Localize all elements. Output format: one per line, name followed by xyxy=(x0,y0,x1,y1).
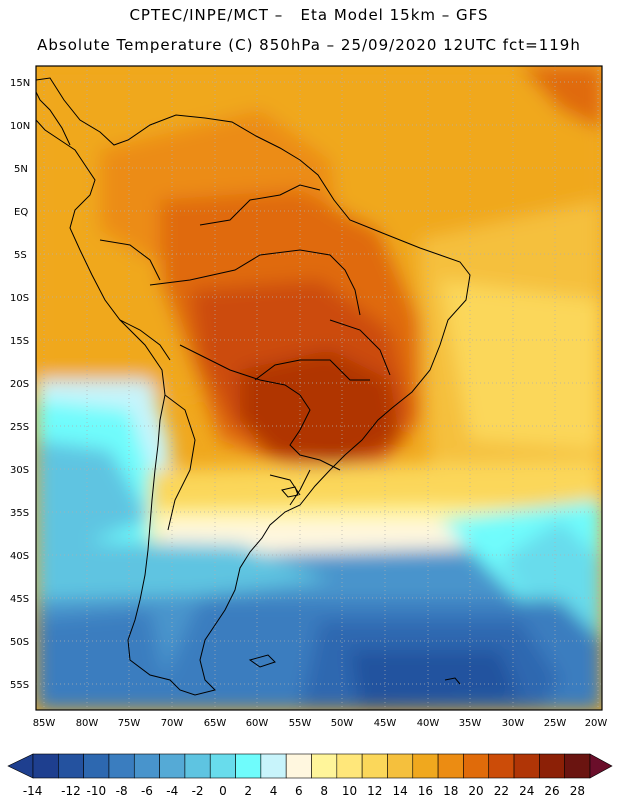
legend-min-arrow xyxy=(7,753,34,779)
legend-swatch xyxy=(159,753,186,779)
lat-label: 25S xyxy=(10,422,29,433)
legend-swatch xyxy=(564,753,591,779)
lon-label: 30W xyxy=(502,718,525,729)
chart-title-line-2: Absolute Temperature (C) 850hPa – 25/09/… xyxy=(37,36,581,54)
legend-label: 14 xyxy=(392,784,407,798)
legend-label: 24 xyxy=(519,784,534,798)
lon-label: 85W xyxy=(33,718,56,729)
longitude-axis: 85W 80W 75W 70W 65W 60W 55W 50W 45W 40W … xyxy=(33,718,608,729)
legend-swatch xyxy=(260,753,287,779)
legend-label: 28 xyxy=(570,784,585,798)
lon-label: 60W xyxy=(246,718,269,729)
legend-max-arrow xyxy=(589,753,613,779)
legend-swatch xyxy=(412,753,439,779)
legend-label: 22 xyxy=(494,784,509,798)
temperature-field xyxy=(36,66,602,710)
legend-swatch xyxy=(488,753,515,779)
legend-label: -6 xyxy=(141,784,153,798)
legend-swatch xyxy=(83,753,110,779)
latitude-axis: 15N 10N 5N EQ 5S 10S 15S 20S 25S 30S 35S… xyxy=(10,78,30,691)
map-frame xyxy=(35,65,603,711)
legend-swatch xyxy=(108,753,135,779)
legend-swatch xyxy=(387,753,414,779)
lat-label: 15N xyxy=(10,78,30,89)
lat-label: 30S xyxy=(10,465,29,476)
legend-swatch xyxy=(336,753,363,779)
legend-label: -10 xyxy=(86,784,106,798)
lat-label: 20S xyxy=(10,379,29,390)
lat-label: 40S xyxy=(10,551,29,562)
legend-swatch xyxy=(311,753,338,779)
lon-label: 45W xyxy=(374,718,397,729)
lon-label: 35W xyxy=(459,718,482,729)
lat-label: 15S xyxy=(10,336,29,347)
legend-label: 18 xyxy=(443,784,458,798)
legend-label: -8 xyxy=(116,784,128,798)
lon-label: 80W xyxy=(76,718,99,729)
lon-label: 65W xyxy=(204,718,227,729)
lat-label: 10N xyxy=(10,121,30,132)
legend-swatch xyxy=(285,753,312,779)
lat-label: 50S xyxy=(10,637,29,648)
lat-label: 55S xyxy=(10,680,29,691)
lat-label: EQ xyxy=(14,207,28,218)
lat-label: 35S xyxy=(10,508,29,519)
legend-label: 2 xyxy=(244,784,252,798)
legend-swatch xyxy=(437,753,464,779)
legend-label: -4 xyxy=(166,784,178,798)
legend-label: 20 xyxy=(468,784,483,798)
legend-swatch xyxy=(361,753,388,779)
lat-label: 5S xyxy=(14,250,27,261)
legend-label: -12 xyxy=(61,784,81,798)
color-legend: -14 -12 -10 -8 -6 -4 -2 0 2 4 6 8 10 12 14 16 18 20 22 24 26… xyxy=(7,753,613,798)
legend-swatch xyxy=(463,753,490,779)
lon-label: 50W xyxy=(331,718,354,729)
legend-swatch xyxy=(235,753,262,779)
lat-label: 5N xyxy=(14,164,28,175)
lon-label: 25W xyxy=(544,718,567,729)
lon-label: 20W xyxy=(585,718,608,729)
lat-lon-grid xyxy=(36,66,602,710)
legend-label: 10 xyxy=(342,784,357,798)
lat-label: 45S xyxy=(10,594,29,605)
legend-swatch xyxy=(184,753,211,779)
legend-label: 16 xyxy=(418,784,433,798)
legend-swatch xyxy=(513,753,540,779)
legend-label: 12 xyxy=(367,784,382,798)
legend-label: -14 xyxy=(23,784,43,798)
legend-label: 26 xyxy=(544,784,559,798)
legend-label: 8 xyxy=(320,784,328,798)
legend-label: -2 xyxy=(192,784,204,798)
legend-swatch xyxy=(209,753,236,779)
lat-label: 10S xyxy=(10,293,29,304)
legend-swatch xyxy=(133,753,160,779)
legend-swatch xyxy=(539,753,565,779)
legend-label: 6 xyxy=(295,784,303,798)
legend-label: 0 xyxy=(219,784,227,798)
coastlines xyxy=(36,77,471,696)
legend-swatch xyxy=(32,753,59,779)
lon-label: 40W xyxy=(417,718,440,729)
lon-label: 75W xyxy=(118,718,141,729)
lon-label: 55W xyxy=(289,718,312,729)
lon-label: 70W xyxy=(161,718,184,729)
legend-label: 4 xyxy=(270,784,278,798)
legend-swatch xyxy=(58,753,84,779)
chart-title-line-1: CPTEC/INPE/MCT – Eta Model 15km – GFS xyxy=(129,6,489,24)
